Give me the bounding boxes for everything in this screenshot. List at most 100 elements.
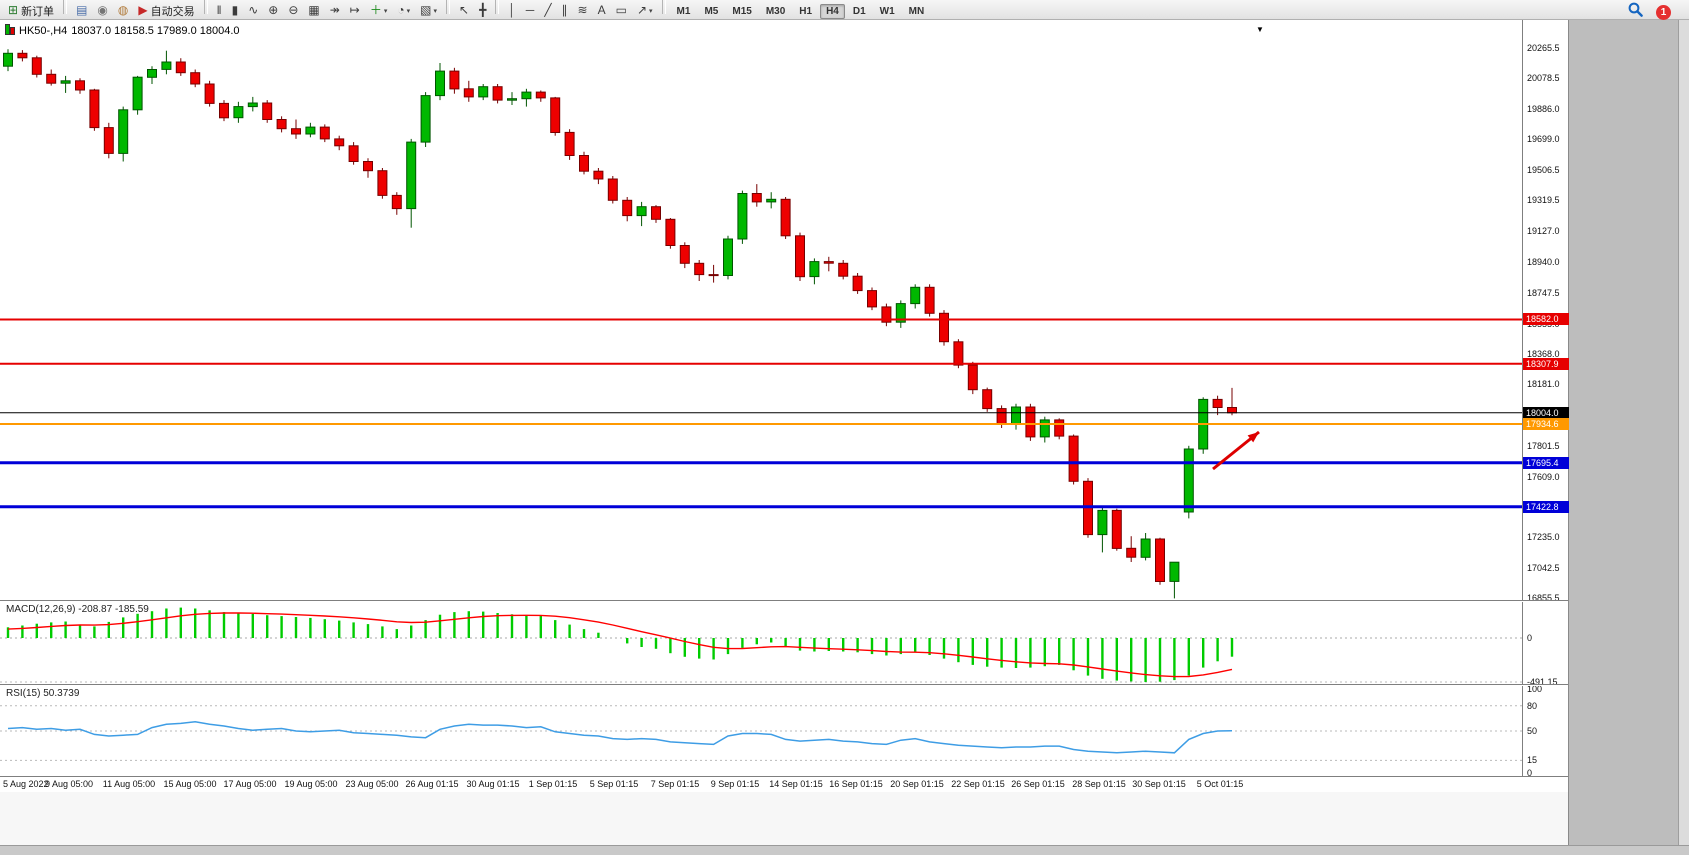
text-label-button[interactable]: ▭: [612, 1, 631, 20]
candle: [31, 55, 42, 78]
candle: [89, 88, 100, 131]
text-button[interactable]: A: [594, 1, 610, 20]
candle: [751, 184, 762, 207]
chart-shift-button[interactable]: ↦: [346, 1, 364, 20]
price-badge: 17695.4: [1523, 457, 1569, 469]
time-label: 9 Aug 05:00: [44, 779, 94, 789]
candle: [967, 361, 978, 395]
candle: [492, 84, 503, 104]
autotrading-button[interactable]: ▶ 自动交易: [134, 1, 198, 20]
notification-badge[interactable]: 1: [1656, 4, 1671, 20]
zoom-out-button[interactable]: ⊖: [284, 1, 302, 20]
tile-windows-button[interactable]: ▦: [304, 1, 323, 20]
templates-button[interactable]: ▧ ▾: [416, 1, 441, 20]
auto-scroll-button[interactable]: ↠: [326, 1, 344, 20]
zoom-in-icon: ⊕: [268, 3, 279, 17]
candle: [3, 49, 13, 72]
time-label: 30 Aug 01:15: [466, 779, 520, 789]
candle: [377, 168, 388, 199]
toolbar-right-group: 1: [1628, 2, 1671, 22]
candle: [622, 197, 633, 222]
candle: [795, 232, 805, 281]
community-button[interactable]: ◍: [114, 1, 132, 20]
macd-axis-label: 0: [1527, 633, 1533, 643]
candle: [348, 142, 359, 165]
timeframe-m15-button[interactable]: M15: [732, 6, 752, 17]
candle: [564, 129, 575, 160]
bar-chart-button[interactable]: ǁ: [213, 1, 226, 20]
time-label: 5 Oct 01:15: [1196, 779, 1244, 789]
time-label: 5 Aug 2022: [3, 779, 49, 789]
candle: [291, 119, 301, 139]
below-chart-area: [0, 792, 1568, 845]
fibonacci-button[interactable]: ≋: [574, 1, 592, 20]
horizontal-line-icon: ─: [525, 3, 535, 17]
arrow-annotation-head: [1247, 432, 1259, 443]
candle: [867, 287, 877, 311]
time-label: 22 Sep 01:15: [951, 779, 1005, 789]
vertical-line-button[interactable]: │: [504, 1, 520, 20]
candle: [579, 151, 589, 175]
candle: [1227, 387, 1237, 416]
time-axis[interactable]: 5 Aug 2022 9 Aug 05:00 11 Aug 05:00 15 Aug …: [0, 777, 1568, 792]
price-tick: 16855.5: [1527, 593, 1560, 603]
timeframe-d1-button[interactable]: D1: [852, 6, 866, 17]
time-label: 23 Aug 05:00: [345, 779, 399, 789]
time-label: 19 Aug 05:00: [284, 779, 338, 789]
periods-button[interactable]: ◔ ▾: [393, 1, 414, 20]
trendline-button[interactable]: ╱: [540, 1, 555, 20]
profile-icon: ◉: [97, 3, 108, 17]
candle: [190, 69, 201, 88]
zoom-in-button[interactable]: ⊕: [264, 1, 282, 20]
timeframe-h4-button[interactable]: H4: [820, 4, 845, 19]
crosshair-button[interactable]: ╋: [475, 1, 490, 20]
timeframe-m1-button[interactable]: M1: [676, 6, 691, 17]
candle: [435, 63, 445, 101]
price-tick: 17609.0: [1527, 472, 1560, 482]
candle: [852, 273, 863, 294]
candle: [1039, 416, 1050, 443]
price-axis[interactable]: 20265.5 20078.5 19886.0 19699.0 19506.5 19319…: [1522, 20, 1569, 778]
price-tick: 17235.0: [1527, 532, 1560, 542]
macd-axis-label: -491.15: [1527, 677, 1558, 687]
price-tick: 18747.5: [1527, 288, 1560, 298]
price-badge: 18307.9: [1523, 358, 1569, 370]
timeframe-w1-button[interactable]: W1: [879, 6, 895, 17]
candle: [924, 284, 935, 317]
macd-pane-divider[interactable]: [0, 600, 1568, 602]
rsi-pane-divider[interactable]: [0, 684, 1568, 686]
candlestick-chart-button[interactable]: ▮: [228, 1, 243, 20]
new-order-button[interactable]: ⊞ 新订单: [4, 1, 58, 20]
cursor-button[interactable]: ↖: [455, 1, 473, 20]
line-chart-button[interactable]: ∿: [244, 1, 262, 20]
macd-histogram: [6, 607, 1234, 682]
vertical-scrollbar[interactable]: [1678, 20, 1689, 855]
time-label: 28 Sep 01:15: [1072, 779, 1126, 789]
chart-canvas[interactable]: [0, 20, 1568, 776]
search-icon[interactable]: [1628, 2, 1643, 22]
toolbar-button-group: ⊞ 新订单 ▤ ◉ ◍ ▶ 自动交易 ǁ ▮ ∿ ⊕ ⊖ ▦ ↠ ↦ ＋ ▾ ◔ ▾ ▧ ▾ ↖ ╋ │ ─ ╱ ∥ ≋ A ▭ ↗ ▾ M1 M…: [3, 0, 931, 20]
profile-button[interactable]: ◉: [93, 1, 111, 20]
candle: [147, 66, 157, 84]
channel-button[interactable]: ∥: [558, 1, 572, 20]
time-label: 15 Aug 05:00: [163, 779, 217, 789]
timeframe-m5-button[interactable]: M5: [704, 6, 719, 17]
candle: [679, 242, 690, 269]
timeframe-m30-button[interactable]: M30: [765, 6, 786, 17]
charts-window-button[interactable]: ▤: [72, 1, 91, 20]
timeframe-h1-button[interactable]: H1: [799, 6, 813, 17]
price-badge: 18004.0: [1523, 407, 1569, 419]
timeframe-mn-button[interactable]: MN: [908, 6, 925, 17]
candle: [823, 256, 834, 272]
horizontal-line-button[interactable]: ─: [522, 1, 539, 20]
candle: [1126, 536, 1137, 562]
candle: [780, 197, 791, 239]
candle: [175, 58, 186, 76]
candle: [132, 75, 143, 115]
candle: [550, 96, 561, 136]
time-label: 5 Sep 01:15: [589, 779, 639, 789]
macd-indicator-label: MACD(12,26,9) -208.87 -185.59: [6, 604, 149, 615]
rsi-axis-label: 80: [1527, 701, 1538, 711]
arrows-button[interactable]: ↗ ▾: [633, 1, 657, 20]
indicators-button[interactable]: ＋ ▾: [366, 1, 392, 20]
